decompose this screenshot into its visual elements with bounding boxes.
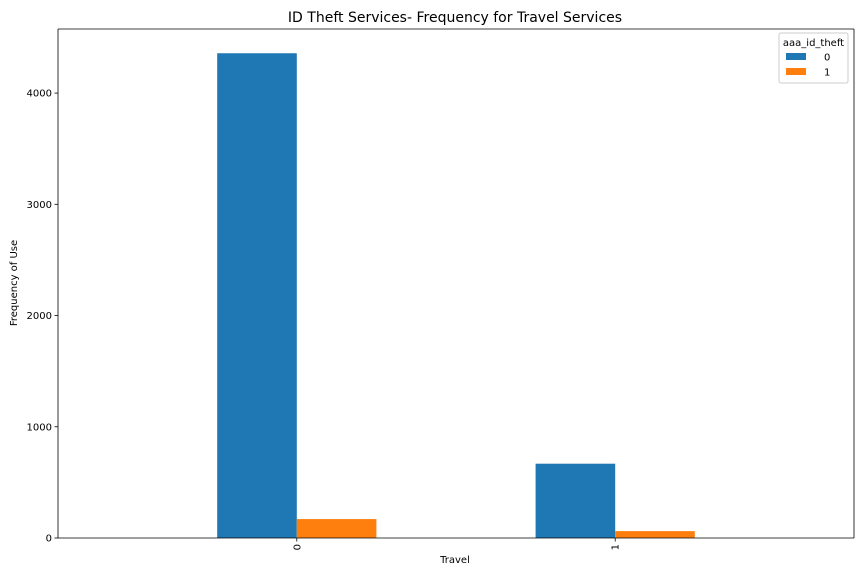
- y-axis-label: Frequency of Use: [9, 240, 20, 326]
- bars-layer: [217, 53, 695, 538]
- legend-entries: 01: [786, 53, 830, 79]
- y-tick-label: 0: [46, 534, 52, 545]
- bar-series-0-cat-1: [535, 463, 616, 538]
- legend-swatch-1: [786, 68, 806, 75]
- legend-label-1: 1: [824, 68, 830, 79]
- y-tick-label: 1000: [27, 422, 52, 433]
- legend: aaa_id_theft 01: [778, 32, 849, 84]
- bar-series-0-cat-0: [217, 53, 297, 538]
- plot-background: [58, 29, 854, 538]
- y-tick-label: 4000: [27, 89, 52, 100]
- x-axis-label: Travel: [439, 555, 470, 566]
- y-tick-label: 2000: [27, 311, 52, 322]
- bar-series-1-cat-1: [615, 531, 695, 538]
- y-tick-label: 3000: [27, 200, 52, 211]
- x-tick-label: 0: [292, 544, 303, 550]
- legend-swatch-0: [786, 53, 806, 60]
- plot-area: [58, 29, 854, 538]
- x-tick-label: 1: [611, 544, 622, 550]
- legend-title: aaa_id_theft: [783, 38, 844, 49]
- bar-series-1-cat-0: [296, 519, 377, 538]
- chart-title: ID Theft Services- Frequency for Travel …: [288, 10, 622, 26]
- legend-label-0: 0: [824, 53, 830, 64]
